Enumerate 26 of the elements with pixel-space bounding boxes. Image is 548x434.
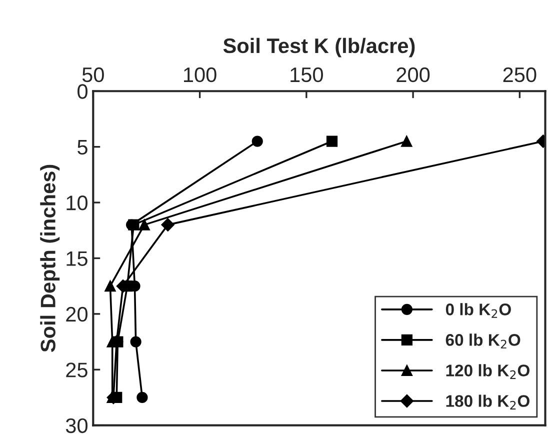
legend-label: 60 lb K$_{2}$O	[446, 334, 520, 348]
x-tick-label: 250	[503, 67, 536, 82]
y-tick-label: 5	[78, 140, 88, 155]
y-tick-label: 30	[66, 418, 88, 434]
y-tick-label: 10	[66, 196, 88, 210]
point	[252, 136, 263, 147]
point	[138, 219, 150, 230]
point	[401, 136, 412, 147]
x-tick-label: 50	[82, 67, 104, 82]
x-tick-label: 150	[290, 67, 323, 82]
y-tick-label: 20	[66, 306, 88, 322]
point	[326, 136, 338, 147]
legend-label: 180 lb K$_{2}$O	[446, 394, 530, 410]
point	[161, 218, 174, 232]
point	[136, 392, 148, 404]
point	[104, 280, 116, 292]
x-axis-title: Soil Test K (lb/acre)	[223, 38, 415, 58]
y-axis-title: Soil Depth (inches)	[40, 164, 60, 352]
y-tick-label: 15	[66, 251, 88, 266]
legend-label: 120 lb K$_{2}$O	[446, 364, 530, 379]
y-tick-label: 25	[66, 362, 88, 378]
y-tick-label: 0	[78, 84, 88, 99]
point	[130, 336, 142, 348]
x-tick-label: 200	[396, 67, 430, 82]
x-tick-label: 100	[184, 67, 216, 82]
legend-label: 0 lb K$_{2}$O	[446, 303, 511, 318]
